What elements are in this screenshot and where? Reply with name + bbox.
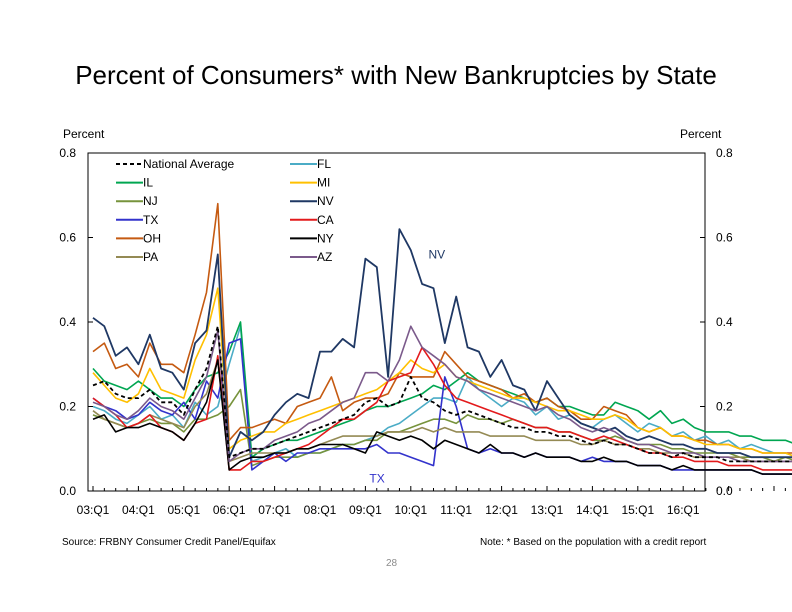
annotation-tx: TX [369, 471, 384, 485]
series-line-fl [92, 325, 792, 463]
axes-layer: 0.0 0.0 0.2 0.2 0.4 0.4 0.6 0.6 0.8 0.8 Percent Per… [59, 127, 786, 517]
legend-label-nv: NV [317, 194, 334, 208]
y-tick-label-left: 0.4 [59, 315, 76, 329]
y-tick-label-left: 0.2 [59, 400, 76, 414]
y-tick-label-left: 0.0 [59, 484, 76, 498]
legend-label-pa: PA [143, 250, 158, 264]
x-tick-label: 06:Q1 [213, 503, 246, 517]
y-tick-label-right: 0.0 [716, 484, 733, 498]
legend-layer: National Average IL NJ TX OH PA FL MI NV CA NY AZ [116, 157, 334, 264]
y-axis-label-left: Percent [63, 127, 105, 141]
series-layer [92, 202, 792, 475]
x-tick-label: 15:Q1 [621, 503, 654, 517]
x-tick-label: 14:Q1 [576, 503, 609, 517]
legend-label-ny: NY [317, 231, 334, 245]
y-axis-label-right: Percent [680, 127, 722, 141]
legend-label-tx: TX [143, 213, 158, 227]
x-tick-label: 11:Q1 [440, 503, 472, 517]
chart-title: Percent of Consumers* with New Bankruptc… [75, 60, 717, 90]
y-tick-label-right: 0.2 [716, 400, 733, 414]
legend-label-oh: OH [143, 231, 161, 245]
y-tick-label-left: 0.6 [59, 231, 76, 245]
y-tick-label-left: 0.8 [59, 146, 76, 160]
annotation-layer: NV TX [369, 248, 445, 486]
y-tick-label-right: 0.8 [716, 146, 733, 160]
series-line-nj [92, 388, 792, 467]
x-tick-label: 16:Q1 [667, 503, 700, 517]
footnote: Note: * Based on the population with a c… [480, 537, 707, 548]
series-line-nv [92, 228, 792, 459]
legend-label-mi: MI [317, 176, 330, 190]
plot-frame [87, 152, 706, 492]
series-line-az [92, 325, 792, 463]
annotation-nv: NV [429, 248, 446, 262]
x-tick-label: 12:Q1 [485, 503, 518, 517]
legend-label-fl: FL [317, 157, 331, 171]
source-note: Source: FRBNY Consumer Credit Panel/Equi… [62, 537, 276, 548]
legend-label-nj: NJ [143, 194, 158, 208]
x-tick-label: 07:Q1 [258, 503, 291, 517]
page-number: 28 [386, 558, 398, 569]
y-tick-label-right: 0.6 [716, 231, 733, 245]
x-tick-label: 09:Q1 [349, 503, 382, 517]
legend-label-il: IL [143, 176, 153, 190]
legend-label-ca: CA [317, 213, 334, 227]
series-line-mi [92, 287, 792, 457]
series-line-ca [92, 346, 792, 471]
x-tick-label: 04:Q1 [122, 503, 155, 517]
x-tick-label: 05:Q1 [167, 503, 200, 517]
x-tick-label: 08:Q1 [304, 503, 337, 517]
x-tick-label: 03:Q1 [77, 503, 110, 517]
series-line-ny [92, 359, 792, 475]
y-tick-label-right: 0.4 [716, 315, 733, 329]
x-tick-label: 10:Q1 [394, 503, 427, 517]
legend-label-az: AZ [317, 250, 332, 264]
series-line-national-average [92, 325, 792, 463]
legend-label-national-average: National Average [143, 157, 235, 171]
x-tick-label: 13:Q1 [531, 503, 564, 517]
